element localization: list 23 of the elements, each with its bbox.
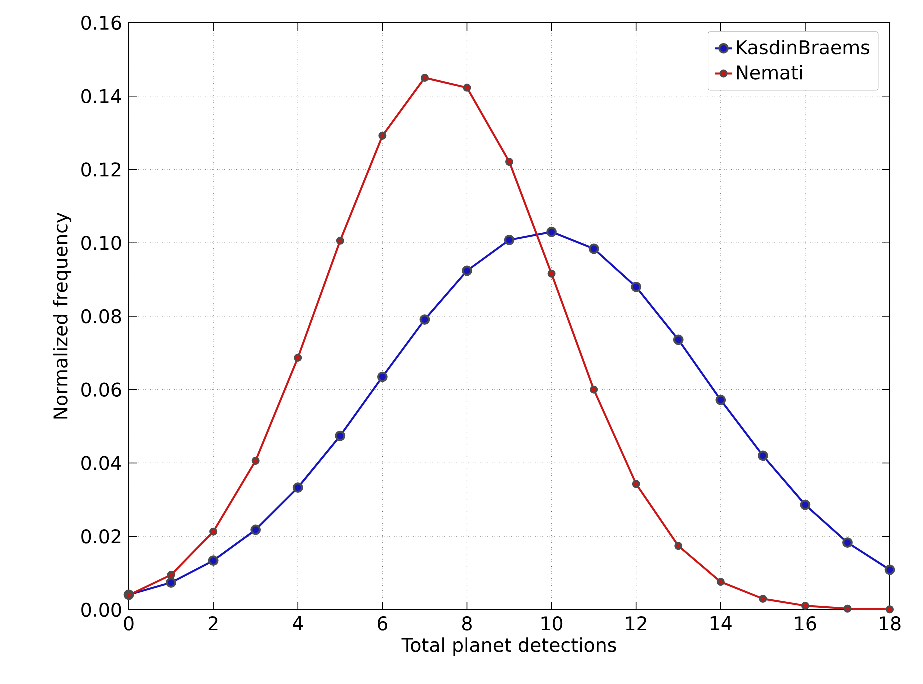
legend-label: KasdinBraems [737,40,870,55]
x-tick-label: 10 [542,616,563,631]
y-tick-label: 0.10 [82,236,122,250]
x-tick-label: 16 [795,616,816,631]
y-tick-label: 0.16 [82,16,122,30]
y-tick-label: 0.04 [82,456,122,470]
x-tick-label: 14 [710,616,732,630]
y-tick-label: 0.12 [82,162,121,177]
x-tick-label: 4 [293,616,304,630]
legend-label: Nemati [737,65,802,80]
x-tick-label: 8 [462,616,472,631]
y-axis-title: Normalized frequency [53,212,72,419]
x-tick-label: 0 [124,616,134,631]
y-tick-label: 0.08 [82,309,122,324]
y-tick-label: 0.00 [82,602,122,618]
x-tick-label: 6 [378,616,388,631]
x-tick-label: 12 [626,616,646,631]
x-axis-title: Total planet detections [402,638,616,656]
x-tick-label: 2 [208,616,218,631]
y-tick-label: 0.02 [82,529,121,544]
y-tick-label: 0.06 [82,382,122,398]
y-tick-label: 0.14 [82,89,122,104]
x-tick-label: 18 [880,616,901,631]
